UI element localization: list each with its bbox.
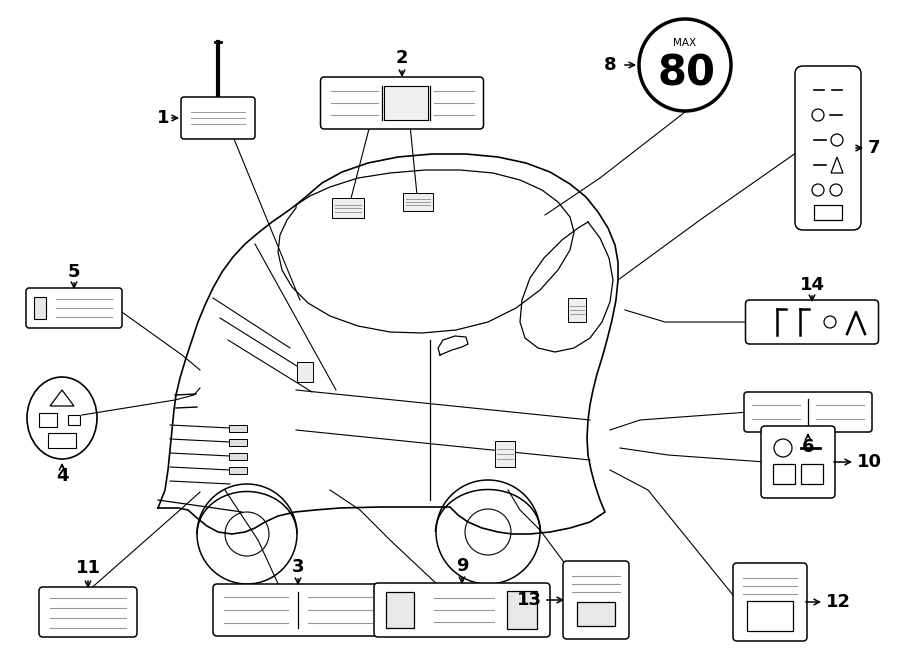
- FancyBboxPatch shape: [745, 300, 878, 344]
- Bar: [229, 453, 247, 459]
- Bar: [229, 438, 247, 446]
- Bar: [48, 432, 76, 447]
- FancyBboxPatch shape: [795, 66, 861, 230]
- Text: 14: 14: [799, 276, 824, 294]
- Text: 6: 6: [802, 438, 814, 456]
- Bar: [577, 602, 615, 626]
- Bar: [747, 601, 793, 631]
- FancyBboxPatch shape: [733, 563, 807, 641]
- Text: 5: 5: [68, 263, 80, 281]
- Text: 9: 9: [455, 557, 468, 575]
- FancyBboxPatch shape: [213, 584, 383, 636]
- Bar: [384, 86, 428, 120]
- Text: 1: 1: [157, 109, 169, 127]
- FancyBboxPatch shape: [374, 583, 550, 637]
- Bar: [229, 424, 247, 432]
- Text: 3: 3: [292, 558, 304, 576]
- Text: 11: 11: [76, 559, 101, 577]
- FancyBboxPatch shape: [744, 392, 872, 432]
- FancyBboxPatch shape: [320, 77, 483, 129]
- FancyBboxPatch shape: [563, 561, 629, 639]
- Text: 80: 80: [658, 52, 716, 94]
- Bar: [39, 413, 57, 427]
- Bar: [386, 592, 414, 628]
- Bar: [229, 467, 247, 473]
- Bar: [297, 362, 313, 382]
- Bar: [814, 204, 842, 219]
- Text: MAX: MAX: [673, 38, 697, 48]
- Bar: [34, 297, 46, 319]
- Text: 4: 4: [56, 467, 68, 485]
- Bar: [507, 591, 537, 629]
- FancyBboxPatch shape: [39, 587, 137, 637]
- FancyBboxPatch shape: [26, 288, 122, 328]
- Bar: [68, 415, 80, 425]
- Bar: [403, 193, 433, 211]
- Bar: [568, 298, 586, 322]
- Text: 2: 2: [396, 49, 409, 67]
- Bar: [773, 464, 795, 484]
- Text: 10: 10: [857, 453, 882, 471]
- Text: 12: 12: [826, 593, 851, 611]
- Text: 8: 8: [604, 56, 617, 74]
- FancyBboxPatch shape: [181, 97, 255, 139]
- Bar: [495, 441, 515, 467]
- Bar: [332, 198, 364, 218]
- Text: 7: 7: [868, 139, 880, 157]
- Text: 13: 13: [517, 591, 542, 609]
- FancyBboxPatch shape: [761, 426, 835, 498]
- Bar: [801, 464, 823, 484]
